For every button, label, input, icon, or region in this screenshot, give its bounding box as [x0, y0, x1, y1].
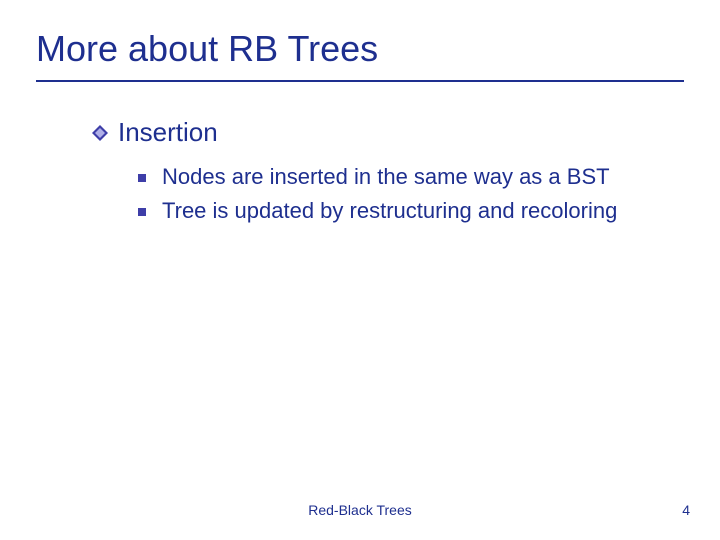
- square-icon: [138, 174, 146, 182]
- diamond-icon: [92, 125, 108, 141]
- slide: More about RB Trees Insertion Nodes are …: [0, 0, 720, 540]
- square-icon: [138, 208, 146, 216]
- list-item: Nodes are inserted in the same way as a …: [138, 163, 644, 191]
- list-item: Insertion: [92, 116, 684, 149]
- list-item: Tree is updated by restructuring and rec…: [138, 197, 644, 225]
- footer-title: Red-Black Trees: [0, 502, 720, 518]
- slide-title: More about RB Trees: [36, 28, 684, 70]
- list-item-label: Tree is updated by restructuring and rec…: [162, 197, 617, 225]
- page-number: 4: [682, 502, 690, 518]
- slide-body: Insertion Nodes are inserted in the same…: [36, 116, 684, 225]
- title-underline: [36, 80, 684, 82]
- list-item-label: Nodes are inserted in the same way as a …: [162, 163, 610, 191]
- list-item-label: Insertion: [118, 116, 218, 149]
- sub-list: Nodes are inserted in the same way as a …: [92, 163, 684, 225]
